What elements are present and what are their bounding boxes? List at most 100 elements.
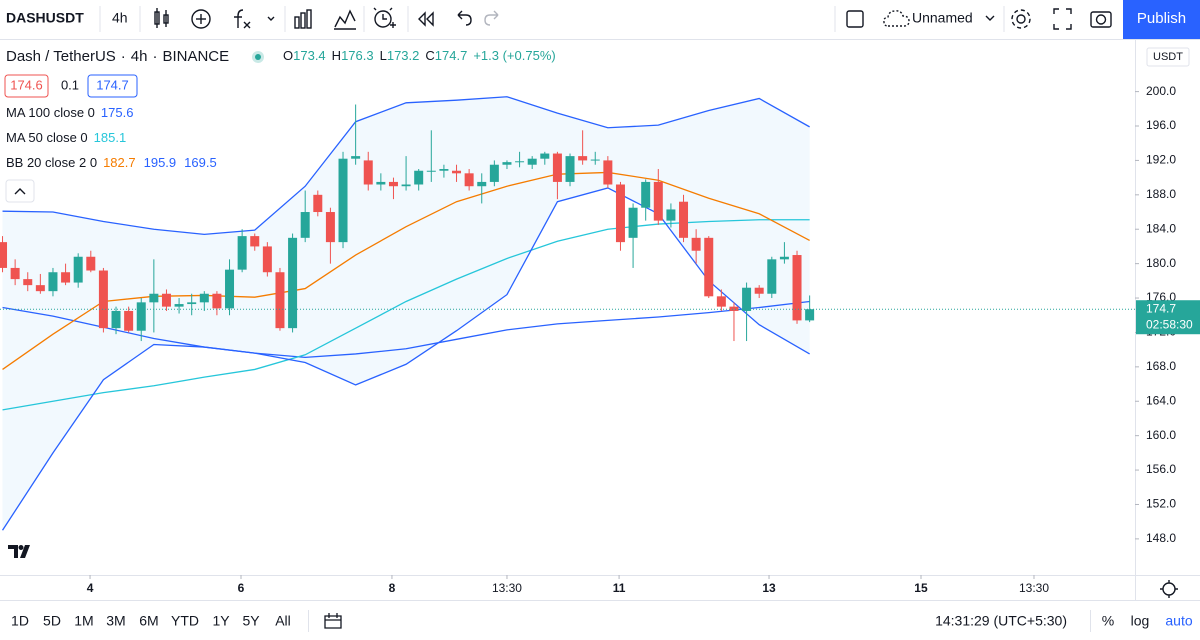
candle-body (716, 296, 726, 307)
candle-body (23, 279, 33, 286)
axis-settings-icon[interactable] (1160, 580, 1178, 598)
replay-icon[interactable] (418, 11, 434, 27)
undo-icon[interactable] (457, 10, 472, 26)
layout-menu-icon[interactable] (985, 15, 995, 21)
ohlc-value: 173.2 (387, 48, 420, 63)
range-button[interactable]: All (275, 613, 291, 629)
bars-icon[interactable] (294, 9, 312, 29)
fx-icon[interactable] (234, 9, 275, 29)
indicator-value: 175.6 (101, 105, 134, 120)
snapshot-icon[interactable] (1090, 11, 1112, 28)
y-tick-label: 196.0 (1146, 118, 1176, 132)
candle-body (225, 269, 235, 309)
range-button[interactable]: 5Y (242, 613, 260, 629)
candle-body (187, 302, 197, 305)
candle-body (527, 158, 537, 165)
add-icon[interactable] (191, 9, 211, 29)
range-button[interactable]: 1D (11, 613, 29, 629)
y-tick-label: 156.0 (1146, 462, 1176, 476)
layout-name[interactable]: Unnamed (912, 10, 973, 26)
separator: · (152, 48, 157, 65)
redo-icon[interactable] (484, 10, 499, 26)
collapse-button[interactable] (5, 179, 35, 203)
interval[interactable]: 4h (112, 10, 128, 26)
goto-date-icon[interactable] (324, 613, 342, 629)
candle-body (275, 272, 285, 329)
x-tick-label: 15 (914, 581, 928, 595)
candle-body (426, 170, 436, 172)
legend-title-row: Dash / TetherUS · 4h · BINANCE (6, 48, 229, 65)
candle-body (679, 201, 689, 238)
range-button[interactable]: 1Y (212, 613, 230, 629)
x-tick-label: 4 (87, 581, 94, 595)
candle-body (439, 169, 449, 171)
candle-body (464, 173, 474, 187)
bid-box[interactable] (4, 74, 49, 98)
y-tick-label: 180.0 (1146, 256, 1176, 270)
range-button[interactable]: 6M (139, 613, 158, 629)
candles-icon[interactable] (154, 8, 169, 28)
last-price-label: 174.7 (1146, 301, 1176, 315)
ask: 174.7 (96, 77, 129, 92)
range-button[interactable]: 3M (106, 613, 125, 629)
candle-body (10, 267, 20, 280)
candle-body (477, 181, 487, 187)
range-button[interactable]: 5D (43, 613, 61, 629)
y-tick-label: 152.0 (1146, 497, 1176, 511)
indicator-legend: BB 20 close 2 0 182.7 195.9 169.5 (6, 155, 217, 170)
toolbar-separators (99, 6, 1005, 32)
bid: 174.6 (10, 77, 43, 92)
publish-label[interactable]: Publish (1137, 10, 1186, 27)
log-toggle[interactable]: log (1131, 613, 1150, 629)
candle-body (0, 242, 8, 268)
candle-body (86, 256, 96, 271)
candle-body (61, 272, 71, 283)
percent-toggle[interactable]: % (1102, 613, 1114, 629)
symbol[interactable]: DASHUSDT (6, 10, 84, 26)
range-button[interactable]: YTD (171, 613, 199, 629)
exchange: BINANCE (162, 48, 229, 65)
range-button[interactable]: 1M (74, 613, 93, 629)
indicator-line (2, 171, 810, 370)
cloud-icon[interactable] (883, 10, 910, 27)
candle-body (666, 209, 676, 221)
band-fill (2, 96, 810, 531)
indicator-icon[interactable] (334, 9, 356, 30)
candle-body (653, 181, 663, 221)
candle-body (250, 236, 260, 247)
ohlc-value: 173.4 (293, 48, 326, 63)
candle-body (161, 293, 171, 307)
shape-icon[interactable] (846, 10, 864, 28)
symbol-title: Dash / TetherUS (6, 48, 116, 65)
candle-body (704, 237, 714, 297)
candle-body (199, 293, 209, 303)
auto-toggle[interactable]: auto (1165, 613, 1192, 629)
candle-body (73, 256, 83, 283)
publish-button[interactable] (1123, 0, 1200, 39)
indicator-legend: MA 50 close 0 185.1 (6, 130, 126, 145)
settings-icon[interactable] (1011, 9, 1031, 29)
indicator-name: MA 100 close 0 (6, 105, 95, 120)
x-tick-label: 13:30 (1019, 581, 1049, 595)
separator: · (121, 48, 126, 65)
indicator-line (2, 300, 810, 359)
ohlc-row: O173.4 H176.3 L173.2 C174.7 +1.3 (+0.75%) (283, 48, 556, 63)
candle-body (98, 270, 108, 329)
candle-body (124, 310, 134, 331)
ask-box[interactable] (87, 74, 138, 98)
candle-body (515, 161, 525, 163)
candle-body (414, 170, 424, 185)
fullscreen-icon[interactable] (1053, 8, 1072, 30)
y-tick-label: 160.0 (1146, 428, 1176, 442)
toolbar (0, 0, 1200, 39)
candle-body (237, 236, 247, 270)
y-tick-label: 168.0 (1146, 359, 1176, 373)
indicator-name: BB 20 close 2 0 (6, 155, 97, 170)
candle-body (603, 160, 613, 185)
ohlc-value: 176.3 (341, 48, 374, 63)
currency: USDT (1153, 51, 1183, 63)
candle-body (325, 212, 335, 243)
alert-icon[interactable] (373, 7, 396, 28)
